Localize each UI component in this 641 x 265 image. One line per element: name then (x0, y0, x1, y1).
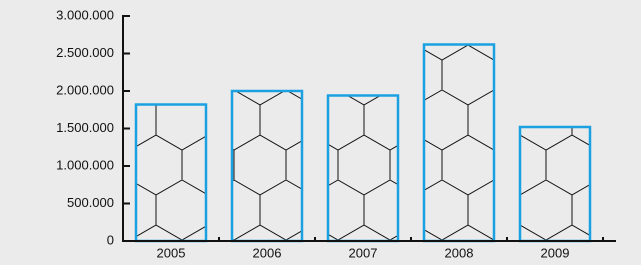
x-tick-label: 2009 (541, 245, 570, 260)
page: {"chart_data": {"type": "bar", "categori… (0, 0, 641, 265)
y-tick-label: 2.000.000 (56, 82, 114, 97)
x-tick-label: 2005 (157, 245, 186, 260)
bar (424, 45, 494, 242)
x-tick-label: 2008 (445, 245, 474, 260)
bar (136, 105, 206, 242)
y-tick-label: 3.000.000 (56, 7, 114, 22)
chart: 2005 2006 2007 2008 2009 0 500.000 1.000.000 1.5… (0, 0, 641, 265)
y-tick-label: 0 (107, 232, 114, 247)
y-tick-label: 1.500.000 (56, 120, 114, 135)
y-tick-label: 2.500.000 (56, 45, 114, 60)
bar (328, 96, 398, 242)
y-tick-label: 1.000.000 (56, 157, 114, 172)
bar (520, 127, 590, 241)
y-tick-label: 500.000 (67, 195, 114, 210)
x-tick-label: 2007 (349, 245, 378, 260)
x-tick-label: 2006 (253, 245, 282, 260)
bar (232, 91, 302, 241)
